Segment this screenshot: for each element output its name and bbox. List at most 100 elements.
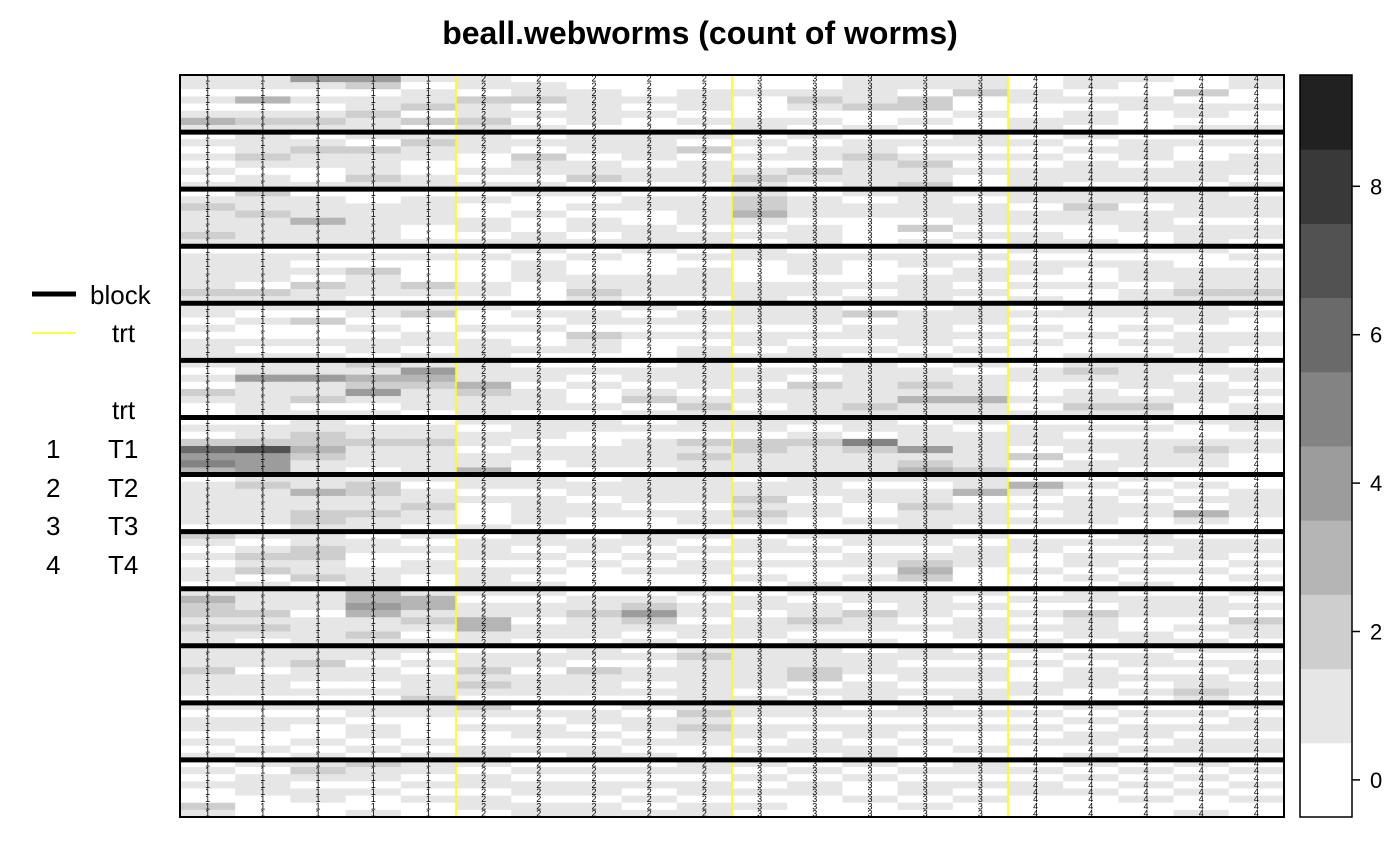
cell-trt-label: 3 — [923, 773, 928, 783]
heatmap-cell — [842, 560, 899, 568]
heatmap-cell — [1118, 538, 1175, 547]
cell-trt-label: 1 — [205, 602, 210, 612]
heatmap-cell — [676, 524, 733, 533]
cell-trt-label: 3 — [978, 559, 983, 569]
cell-trt-label: 4 — [1254, 116, 1259, 126]
cell-trt-label: 4 — [1143, 309, 1148, 319]
cell-trt-label: 2 — [481, 480, 486, 490]
heatmap-cell — [1228, 495, 1285, 504]
cell-trt-label: 3 — [978, 487, 983, 497]
heatmap-cell — [1173, 595, 1230, 604]
cell-trt-label: 1 — [315, 545, 320, 555]
heatmap-cell — [345, 360, 402, 369]
cell-trt-label: 2 — [702, 602, 707, 612]
heatmap-cell — [676, 752, 733, 761]
heatmap-cell — [621, 267, 678, 276]
heatmap-cell — [180, 588, 236, 597]
cell-trt-label: 4 — [1254, 673, 1259, 683]
cell-trt-label: 2 — [481, 552, 486, 562]
cell-trt-label: 3 — [923, 723, 928, 733]
cell-trt-label: 3 — [867, 88, 872, 98]
heatmap-cell — [621, 674, 678, 683]
cell-trt-label: 1 — [315, 587, 320, 597]
heatmap-cell — [676, 631, 733, 640]
heatmap-cell — [1063, 738, 1119, 747]
cell-trt-label: 3 — [757, 516, 762, 526]
cell-trt-label: 4 — [1143, 580, 1148, 590]
cell-trt-label: 3 — [757, 737, 762, 747]
cell-trt-label: 4 — [1033, 473, 1038, 483]
heatmap-cell — [566, 260, 623, 269]
cell-trt-label: 2 — [702, 216, 707, 226]
cell-trt-label: 1 — [205, 723, 210, 733]
heatmap-cell — [566, 317, 623, 326]
heatmap-cell — [566, 660, 623, 668]
cell-trt-label: 3 — [923, 316, 928, 326]
heatmap-cell — [1228, 374, 1285, 383]
heatmap-cell — [180, 103, 236, 112]
cell-trt-label: 2 — [536, 687, 541, 697]
heatmap-cell — [290, 417, 347, 426]
heatmap-cell — [566, 146, 623, 155]
cell-trt-label: 1 — [315, 209, 320, 219]
heatmap-cell — [897, 260, 954, 269]
cell-trt-label: 2 — [702, 124, 707, 134]
heatmap-cell — [345, 417, 402, 426]
heatmap-cell — [1008, 360, 1064, 369]
cell-trt-label: 3 — [757, 573, 762, 583]
cell-trt-label: 1 — [205, 388, 210, 398]
cell-trt-label: 1 — [260, 223, 265, 233]
cell-trt-label: 1 — [371, 559, 376, 569]
heatmap-cell — [1118, 182, 1175, 190]
heatmap-cell — [787, 146, 843, 155]
heatmap-cell — [290, 574, 347, 583]
cell-trt-label: 4 — [1143, 552, 1148, 562]
heatmap-cell — [566, 767, 623, 775]
cell-trt-label: 1 — [260, 330, 265, 340]
cell-trt-label: 1 — [260, 480, 265, 490]
cell-trt-label: 2 — [591, 587, 596, 597]
cell-trt-label: 1 — [426, 273, 431, 283]
cell-trt-label: 4 — [1199, 809, 1204, 819]
cell-trt-label: 3 — [923, 238, 928, 248]
heatmap-cell — [897, 132, 954, 140]
heatmap-cell — [1228, 602, 1285, 611]
cell-trt-label: 3 — [978, 637, 983, 647]
cell-trt-label: 2 — [647, 81, 652, 91]
cell-trt-label: 4 — [1033, 801, 1038, 811]
heatmap-cell — [180, 674, 236, 683]
cell-trt-label: 4 — [1143, 509, 1148, 519]
heatmap-cell — [897, 231, 954, 240]
cell-trt-label: 3 — [867, 737, 872, 747]
cell-trt-label: 4 — [1199, 630, 1204, 640]
heatmap-cell — [1063, 567, 1119, 576]
cell-trt-label: 1 — [205, 195, 210, 205]
heatmap-cell — [456, 331, 512, 340]
cell-trt-label: 1 — [426, 559, 431, 569]
cell-trt-label: 1 — [371, 188, 376, 198]
cell-trt-label: 3 — [923, 309, 928, 319]
cell-trt-label: 2 — [702, 81, 707, 91]
heatmap-cell — [566, 75, 623, 83]
cell-trt-label: 1 — [371, 95, 376, 105]
heatmap-cell — [235, 324, 291, 333]
heatmap-cell — [1173, 638, 1230, 647]
cell-trt-label: 4 — [1088, 744, 1093, 754]
cell-trt-label: 1 — [260, 131, 265, 141]
cell-trt-label: 2 — [536, 138, 541, 148]
cell-trt-label: 2 — [702, 188, 707, 198]
heatmap-cell — [1063, 574, 1119, 583]
heatmap-cell — [952, 795, 1009, 804]
cell-trt-label: 2 — [536, 580, 541, 590]
cell-trt-label: 3 — [923, 687, 928, 697]
heatmap-cell — [345, 488, 402, 497]
heatmap-cell — [787, 338, 843, 347]
cell-trt-label: 4 — [1033, 673, 1038, 683]
heatmap-cell — [290, 567, 347, 576]
heatmap-cell — [1118, 681, 1175, 690]
cell-trt-label: 2 — [591, 730, 596, 740]
cell-trt-label: 3 — [757, 245, 762, 255]
cell-trt-label: 3 — [978, 138, 983, 148]
cell-trt-label: 2 — [591, 487, 596, 497]
heatmap-cell — [676, 274, 733, 283]
